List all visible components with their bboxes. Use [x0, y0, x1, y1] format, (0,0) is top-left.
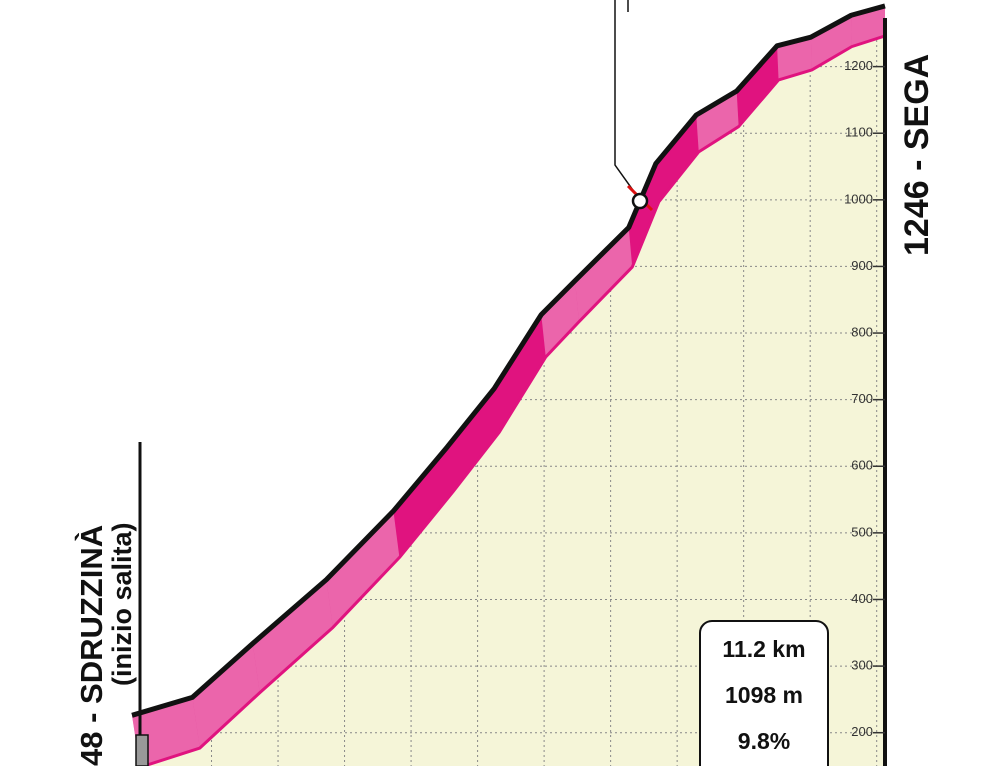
y-tick-label: 900	[851, 258, 873, 273]
y-tick-label: 1000	[844, 191, 873, 206]
profile-ribbon	[132, 5, 885, 766]
start-block	[135, 734, 149, 766]
y-tick-label: 1100	[845, 125, 873, 140]
y-tick-label: 300	[851, 658, 873, 673]
ribbon-segment	[575, 227, 633, 322]
ribbon-segment	[810, 15, 852, 70]
ribbon-segment	[777, 37, 812, 80]
ribbon-segment	[696, 91, 739, 152]
marker-line	[614, 0, 641, 201]
y-tick-label: 1200	[844, 58, 873, 73]
stat-length: 11.2 km	[722, 636, 805, 662]
start-note: (inizio salita)	[107, 522, 137, 686]
stats-box	[699, 620, 829, 766]
summit-label: 1246 - SEGA	[898, 54, 936, 256]
y-tick-label: 400	[851, 591, 873, 606]
ribbon-segment	[252, 579, 333, 693]
y-tick-label: 700	[851, 391, 873, 406]
start-label: 48 - SDRUZZINÀ	[74, 525, 109, 766]
y-tick-label: 200	[851, 724, 873, 739]
ribbon-segment	[132, 697, 200, 766]
ribbon-segment	[326, 511, 400, 628]
y-tick-label: 800	[851, 324, 873, 339]
profile-area	[140, 35, 885, 766]
profile-line	[139, 34, 886, 766]
stat-gain: 1098 m	[725, 682, 803, 708]
ribbon-top-edge	[131, 3, 886, 718]
stat-gradient: 9.8%	[738, 728, 790, 754]
y-tick-label: 600	[851, 458, 873, 473]
y-tick-label: 500	[851, 524, 873, 539]
ribbon-segment	[851, 5, 885, 47]
ribbon-segment	[192, 643, 260, 749]
ribbon-segment	[541, 280, 580, 358]
marker-dot	[631, 192, 649, 210]
